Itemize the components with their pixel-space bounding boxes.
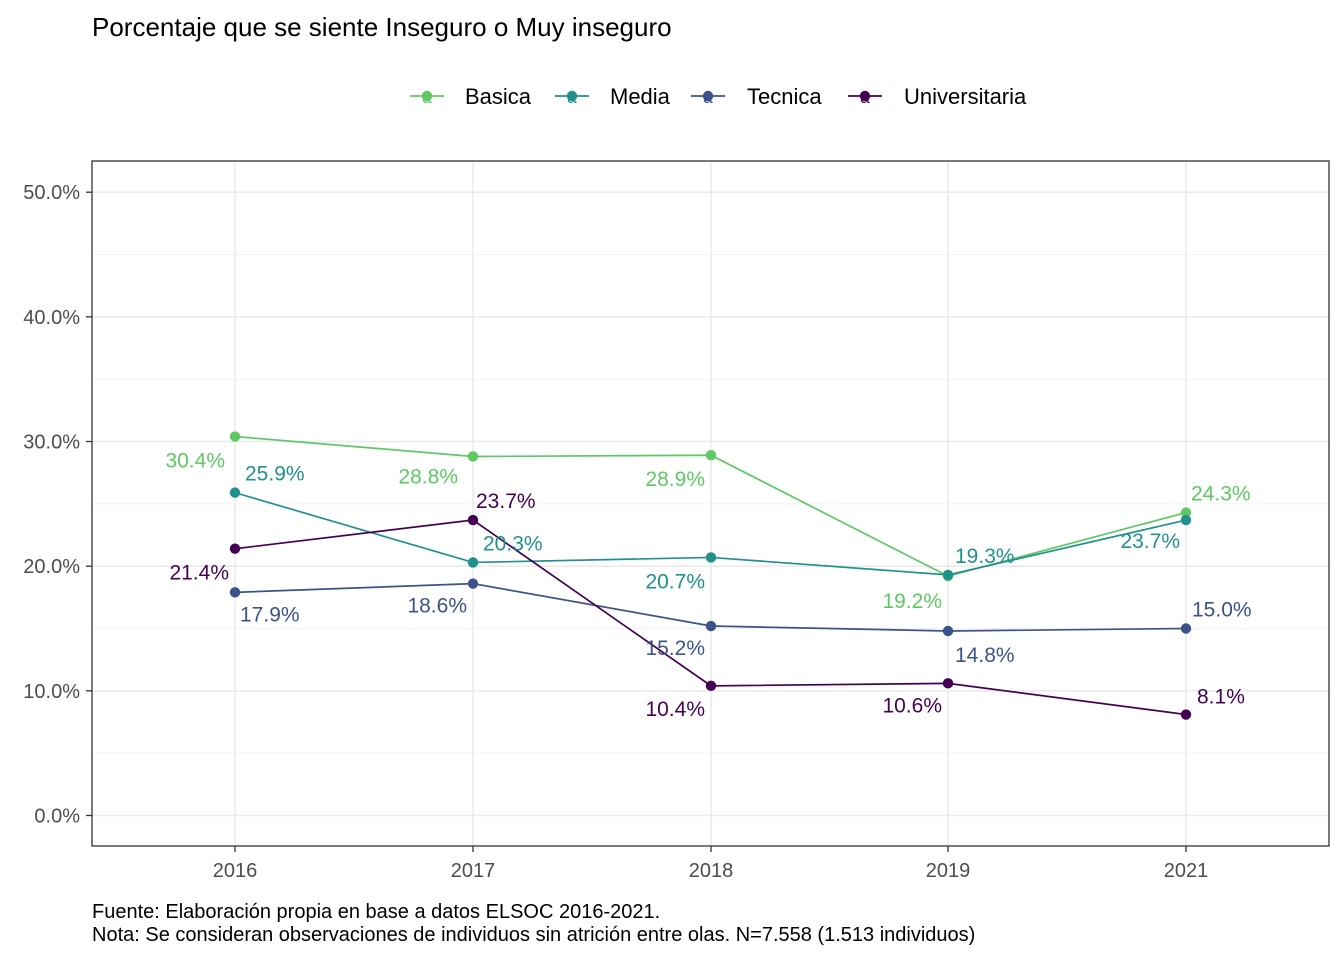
data-label-universitaria: 21.4% [169,562,229,585]
data-point-tecnica [705,620,717,632]
data-point-tecnica [467,578,479,589]
caption-note: Nota: Se consideran observaciones de ind… [92,924,975,946]
data-point-media [229,487,241,498]
data-point-basica [229,431,241,442]
legend-key-glyph: a [703,88,713,107]
data-label-universitaria: 10.4% [645,698,705,721]
data-label-media: 20.3% [483,532,543,555]
data-label-tecnica: 15.2% [645,637,705,660]
y-tick-label: 50.0% [23,182,80,204]
legend-label: Tecnica [747,84,822,109]
y-tick-label: 0.0% [34,806,80,828]
y-tick-label: 20.0% [23,556,80,578]
plot-labels: 30.4% 28.8% 28.9% 19.2% 24.3% 25.9% 20.3% 20.7%… [165,450,1251,721]
data-label-basica: 28.9% [645,468,705,491]
data-point-media [467,557,479,568]
legend-label: Universitaria [904,84,1027,109]
y-tick-label: 40.0% [23,307,80,329]
legend-item-tecnica: a Tecnica [691,84,822,109]
data-label-tecnica: 18.6% [407,595,467,618]
x-tick-label: 2018 [689,860,734,882]
legend-key-glyph: a [860,88,870,107]
x-tick-label: 2016 [213,860,258,882]
y-tick-label: 30.0% [23,432,80,454]
data-point-tecnica [229,587,241,598]
data-label-basica: 19.2% [882,590,942,613]
data-point-tecnica [1180,623,1192,634]
y-tick-label: 10.0% [23,681,80,703]
caption-source: Fuente: Elaboración propia en base a dat… [92,901,660,923]
data-point-tecnica [942,625,954,637]
legend-key-glyph: a [567,88,577,107]
legend-key-point [421,90,433,102]
data-point-universitaria [705,680,717,692]
legend-key-point [859,90,871,102]
data-point-basica [1180,507,1192,518]
data-point-universitaria [942,678,954,689]
x-tick-label: 2021 [1164,860,1209,882]
data-label-universitaria: 10.6% [882,694,942,717]
data-label-media: 23.7% [1120,530,1180,553]
data-label-tecnica: 17.9% [240,603,300,626]
legend-item-universitaria: a Universitaria [848,84,1027,109]
legend-label: Media [610,84,671,109]
data-label-media: 20.7% [645,570,705,593]
x-tick-label: 2019 [926,860,971,882]
chart-title: Porcentaje que se siente Inseguro o Muy … [92,12,672,42]
data-point-universitaria [1180,709,1192,720]
legend-key-point [566,90,578,102]
legend-label: Basica [465,84,532,109]
data-point-universitaria [467,514,479,526]
data-point-basica [467,451,479,462]
data-label-tecnica: 15.0% [1192,599,1252,622]
data-label-basica: 30.4% [165,450,225,473]
data-label-tecnica: 14.8% [955,644,1015,667]
plot-grid [92,161,1329,846]
data-point-universitaria [229,543,241,554]
data-point-media [942,569,954,581]
legend-item-media: a Media [555,84,671,109]
data-label-basica: 28.8% [398,465,458,488]
plot-points [229,431,1192,720]
x-tick-label: 2017 [451,860,496,882]
data-label-media: 19.3% [955,545,1015,568]
y-axis: 0.0% 10.0% 20.0% 30.0% 40.0% 50.0% [23,182,92,828]
data-label-universitaria: 8.1% [1197,686,1245,709]
legend: a Basica a Media a Tecnica a Universitaria [410,84,1027,109]
data-point-basica [705,450,717,461]
x-axis: 2016 2017 2018 2019 2021 [213,846,1209,882]
data-point-media [705,552,717,563]
legend-key-point [702,90,714,102]
data-point-media [1180,514,1192,526]
data-label-media: 25.9% [245,463,305,486]
data-label-basica: 24.3% [1191,483,1251,506]
legend-key-glyph: a [422,88,432,107]
legend-item-basica: a Basica [410,84,532,109]
data-label-universitaria: 23.7% [476,490,536,513]
